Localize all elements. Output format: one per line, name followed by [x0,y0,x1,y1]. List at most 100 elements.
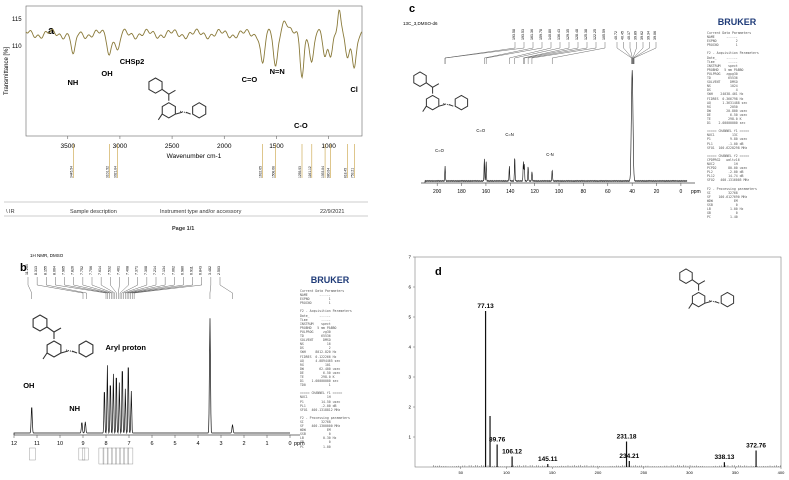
ir-peak-value: 980.04 [327,168,331,178]
hnmr-peak-leader [73,277,110,299]
cnmr-peak-leader [514,42,561,64]
cnmr-peak-leader [552,42,606,64]
ms-y-tick-label: 7 [408,255,411,260]
ms-peak-label: 234.21 [619,453,639,460]
ir-peak-value: 3021.84 [114,166,118,178]
cnmr-peak-leader [633,42,650,64]
cnmr-x-tick-label: 140 [506,189,515,195]
ms-x-tick-label: 300 [686,470,693,475]
cnmr-panel-letter: c [409,3,415,15]
ms-panel-letter: d [435,266,442,278]
hnmr-x-tick-label: 0 [288,441,291,447]
ir-peak-value: 3445.54 [69,166,73,178]
cnmr-peak-leader [633,42,644,64]
cnmr-peak-value: 125.38 [584,29,588,40]
cnmr-peak-leader [531,42,597,64]
cnmr-peak-leader [632,42,637,64]
molecule-structure [679,268,735,309]
ms-y-tick-label: 5 [408,315,411,320]
cnmr-peak-value: 159.78 [539,29,543,40]
hnmr-peak-value: 7.706 [89,266,93,275]
hnmr-header: 1H NMR, DMSO [30,253,64,258]
hnmr-peak-value: 7.308 [144,266,148,275]
ir-panel-letter: a [48,25,55,37]
cnmr-x-tick-label: 120 [531,189,540,195]
cnmr-peak-annotation: C-N [546,152,553,157]
cnmr-peak-value: 129.35 [566,29,570,40]
hnmr-peak-value: 7.752 [80,266,84,275]
molecule-structure [413,71,469,112]
bruker-logo-c: BRUKER [717,17,757,27]
ms-plot-frame [414,256,782,468]
hnmr-peak-value: 7.965 [62,266,66,275]
cnmr-peak-leader [484,42,534,64]
ir-y-tick-label: 110 [12,44,22,50]
hnmr-peak-leader [36,277,84,299]
cnmr-x-tick-label: 20 [654,189,660,195]
ms-peak-label: 231.18 [617,434,637,441]
ir-peak-value: 1508.68 [272,166,276,178]
ir-spectrum-line [25,9,363,79]
hnmr-peak-value: 7.614 [98,266,102,275]
ir-peak-value: 1033.84 [321,166,325,178]
hnmr-panel-letter: b [20,262,27,274]
cnmr-x-tick-label: 200 [433,189,442,195]
cnmr-peak-value: 40.17 [627,31,631,40]
cnmr-peak-value: 122.25 [593,29,597,40]
molecule-structure [148,77,207,121]
cnmr-peak-value: 40.72 [614,31,618,40]
hnmr-spectrum-line [13,318,290,435]
ms-x-tick-label: 400 [778,470,785,475]
hnmr-x-tick-label: 7 [127,441,130,447]
ir-footer-date: 22/9/2021 [320,209,345,215]
ir-x-tick-label: 1500 [269,143,284,150]
ir-x-axis-label: Wavenumber cm-1 [167,153,222,160]
hnmr-peak-leader [27,277,32,299]
hnmr-peak-value: 7.214 [153,266,157,275]
hnmr-x-tick-label: 2 [242,441,245,447]
hnmr-peak-value: 7.532 [107,266,111,275]
hnmr-peak-leader [118,277,120,299]
cnmr-peak-value: 39.06 [653,31,657,40]
cnmr-x-tick-label: 60 [605,189,611,195]
cnmr-peak-leader [623,42,633,64]
cnmr-panel: 13C_3,DMSO-d6 c 200 180 160 140 120 100 80 60 40 20… [395,0,789,230]
ms-peak-label: 77.13 [477,303,494,310]
cnmr-peak-leader [444,42,525,64]
hnmr-peak-leader [110,277,117,299]
hnmr-peak-value: 8.064 [52,266,56,275]
hnmr-peak-value: 6.911 [190,266,194,275]
hnmr-peak-value: 2.503 [217,266,221,275]
hnmr-x-tick-label: 12 [11,441,17,447]
hnmr-peak-annotation: Aryl proton [106,343,147,352]
hnmr-integral-box [29,447,36,461]
hnmr-peak-leader [123,277,148,299]
cnmr-x-tick-label: 0 [680,189,683,195]
ir-spectrum-chart: Transmittance [%] 115 110 3500 3000 2500 2000 1… [4,5,368,217]
hnmr-integral-box [127,447,134,465]
cnmr-x-tick-label: 40 [629,189,635,195]
hnmr-x-tick-label: 11 [34,441,40,447]
hnmr-peak-leader [91,277,114,299]
cnmr-peak-leader [509,42,552,64]
hnmr-x-tick-label: 1 [265,441,268,447]
ir-peak-annotation: Cl [350,85,358,94]
hnmr-x-tick-label: 3 [219,441,222,447]
cnmr-peak-leader [485,42,543,64]
ms-y-tick-label: 4 [408,345,411,350]
cnmr-peak-value: 136.43 [557,29,561,40]
hnmr-peak-value: 7.408 [126,266,130,275]
hnmr-x-tick-label: 4 [196,441,199,447]
ir-peak-annotation: C=O [242,75,258,84]
hnmr-peak-leader [219,277,233,299]
ir-footer-page: Page 1/1 [172,226,195,232]
cnmr-peak-leader [444,42,516,64]
hnmr-peak-leader [46,277,87,299]
cnmr-x-axis-label: ppm [691,189,701,195]
hnmr-peak-leader [128,277,175,299]
hnmr-peak-value: 6.980 [180,266,184,275]
cnmr-peak-value: 128.48 [575,29,579,40]
cnmr-acquisition-params: Current Data Parameters NAME ------ EXPN… [707,31,759,220]
ir-x-tick-label: 3500 [61,143,76,150]
cnmr-peak-leader [527,42,588,64]
